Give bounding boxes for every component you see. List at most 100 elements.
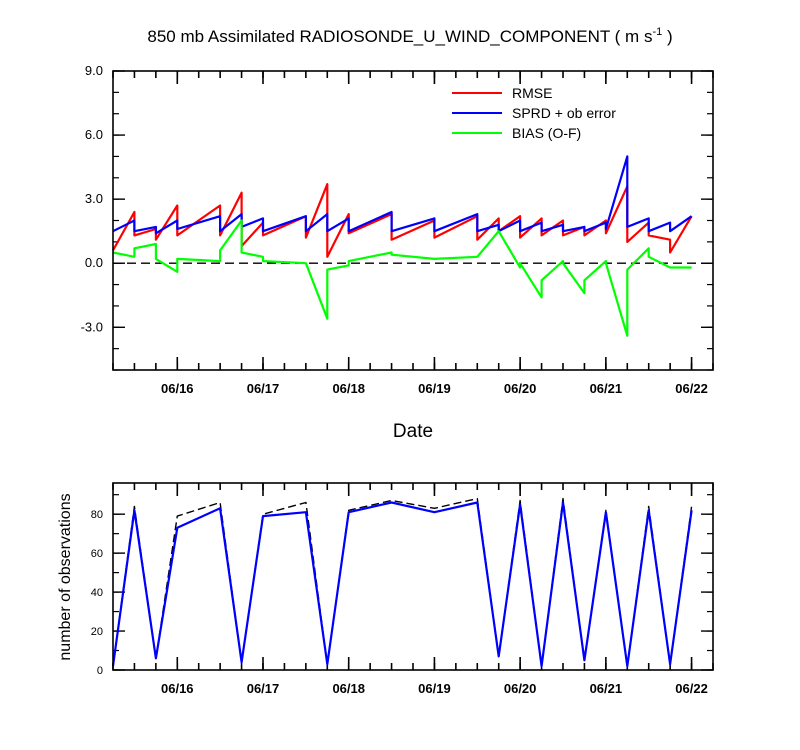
data-point xyxy=(154,242,157,245)
data-point xyxy=(476,255,479,258)
data-point xyxy=(133,255,136,258)
data-point xyxy=(626,334,629,337)
data-point xyxy=(240,251,243,254)
data-point xyxy=(304,236,307,239)
data-point xyxy=(326,663,329,666)
data-point xyxy=(347,217,350,220)
data-point xyxy=(133,234,136,237)
data-point xyxy=(647,509,650,512)
data-point xyxy=(583,292,586,295)
x-tick-label: 06/21 xyxy=(590,381,623,396)
data-point xyxy=(240,219,243,222)
y-tick-label: 0 xyxy=(97,665,103,677)
bottom-plot: 06/16 06/17 06/18 06/19 06/20 06/21 06/22 0 20 40… xyxy=(91,482,714,696)
x-tick-label: 06/16 xyxy=(161,381,194,396)
data-point xyxy=(326,183,329,186)
data-point xyxy=(626,155,629,158)
x-tick-label: 06/22 xyxy=(675,681,708,696)
data-point xyxy=(219,249,222,252)
data-point xyxy=(154,225,157,228)
data-point xyxy=(262,255,265,258)
data-point xyxy=(519,499,522,502)
data-point xyxy=(562,230,565,233)
data-point xyxy=(626,665,629,668)
data-point xyxy=(133,509,136,512)
data-point xyxy=(390,210,393,213)
data-point xyxy=(476,230,479,233)
data-point xyxy=(154,232,157,235)
data-point xyxy=(262,234,265,237)
data-point xyxy=(519,236,522,239)
data-point xyxy=(176,228,179,231)
legend-label: RMSE xyxy=(512,85,552,101)
data-point xyxy=(240,661,243,664)
x-tick-label: 06/18 xyxy=(332,381,365,396)
series-assimilated-observations xyxy=(111,501,693,668)
series-line xyxy=(112,219,692,337)
series-line xyxy=(112,155,693,235)
data-point xyxy=(133,219,136,222)
x-tick-label: 06/18 xyxy=(332,681,365,696)
data-point xyxy=(262,230,265,233)
data-point xyxy=(347,213,350,216)
data-point xyxy=(583,225,586,228)
y-tick-label: 40 xyxy=(91,587,103,599)
data-point xyxy=(219,507,222,510)
data-point xyxy=(390,238,393,241)
y-tick-label: 80 xyxy=(91,509,103,521)
data-point xyxy=(133,247,136,250)
chart-title: 850 mb Assimilated RADIOSONDE_U_WIND_COM… xyxy=(147,26,672,46)
data-point xyxy=(519,503,522,506)
data-point xyxy=(304,501,307,504)
y-tick-label: -3.0 xyxy=(81,319,103,334)
data-point xyxy=(433,217,436,220)
data-point xyxy=(347,230,350,233)
data-point xyxy=(583,230,586,233)
y-tick-label: 6.0 xyxy=(85,127,103,142)
data-point xyxy=(647,217,650,220)
data-point xyxy=(476,213,479,216)
data-point xyxy=(133,230,136,233)
data-point xyxy=(476,501,479,504)
data-point xyxy=(519,219,522,222)
series-sprd-ob-error xyxy=(112,155,693,235)
top-plot: 06/16 06/17 06/18 06/19 06/20 06/21 06/22 9.0 6.… xyxy=(81,63,714,396)
data-point xyxy=(390,501,393,504)
data-point xyxy=(304,230,307,233)
x-tick-label: 06/19 xyxy=(418,681,451,696)
series-rmse xyxy=(112,183,693,258)
data-point xyxy=(647,255,650,258)
series-line xyxy=(111,501,693,668)
legend-label: SPRD + ob error xyxy=(512,105,616,121)
y-tick-label: 60 xyxy=(91,548,103,560)
data-point xyxy=(519,266,522,269)
data-point xyxy=(433,257,436,260)
x-tick-label: 06/20 xyxy=(504,381,537,396)
data-point xyxy=(497,217,500,220)
plot-frame xyxy=(112,482,714,671)
data-point xyxy=(669,221,672,224)
chart-title-close: ) xyxy=(662,27,672,46)
data-point xyxy=(326,255,329,258)
x-tick-label: 06/20 xyxy=(504,681,537,696)
y-tick-label: 20 xyxy=(91,626,103,638)
data-point xyxy=(304,262,307,265)
data-point xyxy=(133,210,136,213)
data-point xyxy=(219,230,222,233)
data-point xyxy=(669,230,672,233)
data-point xyxy=(583,279,586,282)
y-tick-label: 9.0 xyxy=(85,63,103,78)
data-point xyxy=(219,204,222,207)
data-point xyxy=(433,236,436,239)
x-axis-label: Date xyxy=(393,421,433,442)
data-point xyxy=(669,251,672,254)
data-point xyxy=(690,215,693,218)
legend-label: BIAS (O-F) xyxy=(512,125,581,141)
data-point xyxy=(604,228,607,231)
data-point xyxy=(326,268,329,271)
data-point xyxy=(326,230,329,233)
data-point xyxy=(433,507,436,510)
data-point xyxy=(540,665,543,668)
data-point xyxy=(304,511,307,514)
data-point xyxy=(562,223,565,226)
